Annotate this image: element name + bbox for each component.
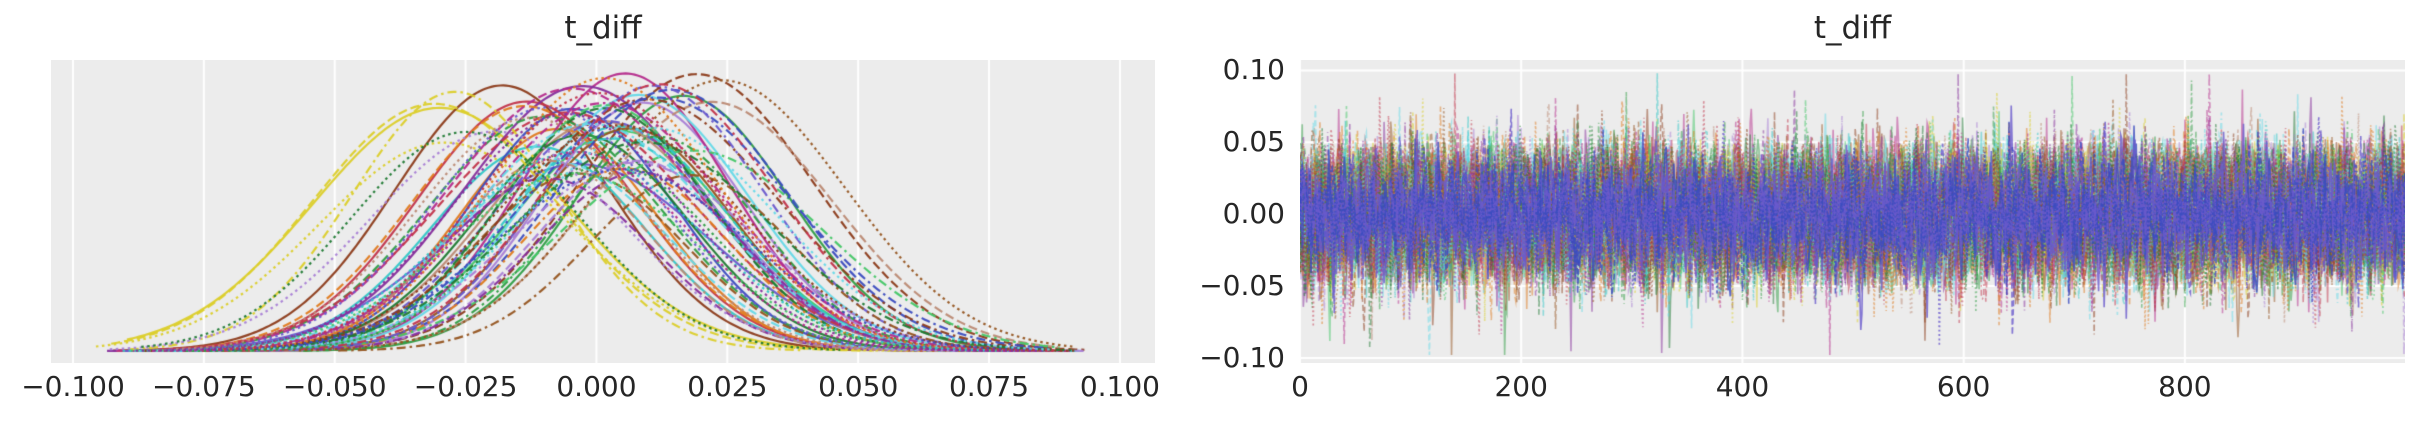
kde-xtick-label: 0.100 <box>1079 370 1160 403</box>
kde-xtick-label: 0.025 <box>687 370 768 403</box>
trace-plot-canvas <box>1300 60 2405 363</box>
trace-ytick-label: 0.00 <box>1222 197 1285 231</box>
kde-xtick-label: −0.075 <box>152 370 256 403</box>
kde-xtick-label: −0.025 <box>413 370 518 403</box>
kde-xtick-label: −0.100 <box>21 370 125 403</box>
trace-xtick-label: 800 <box>2158 370 2212 403</box>
trace-xtick-label: 600 <box>1936 370 1991 403</box>
trace-xtick-label: 200 <box>1494 370 1548 403</box>
kde-xtick-label: 0.050 <box>818 370 899 403</box>
kde-xtick-label: −0.050 <box>282 370 387 403</box>
trace-ytick-label: 0.05 <box>1222 125 1285 159</box>
trace-panel-title: t_diff <box>1813 10 1892 46</box>
trace-xtick-label: 0 <box>1291 370 1309 403</box>
trace-xtick-label: 400 <box>1715 370 1770 403</box>
kde-xtick-label: 0.075 <box>948 370 1030 403</box>
kde-xtick-label: 0.000 <box>556 370 637 403</box>
kde-plot-canvas <box>51 60 1155 363</box>
trace-ytick-label: −0.10 <box>1199 340 1285 374</box>
trace-ytick-label: −0.05 <box>1199 269 1285 303</box>
kde-panel-title: t_diff <box>564 10 642 46</box>
trace-ytick-label: 0.10 <box>1222 53 1285 87</box>
